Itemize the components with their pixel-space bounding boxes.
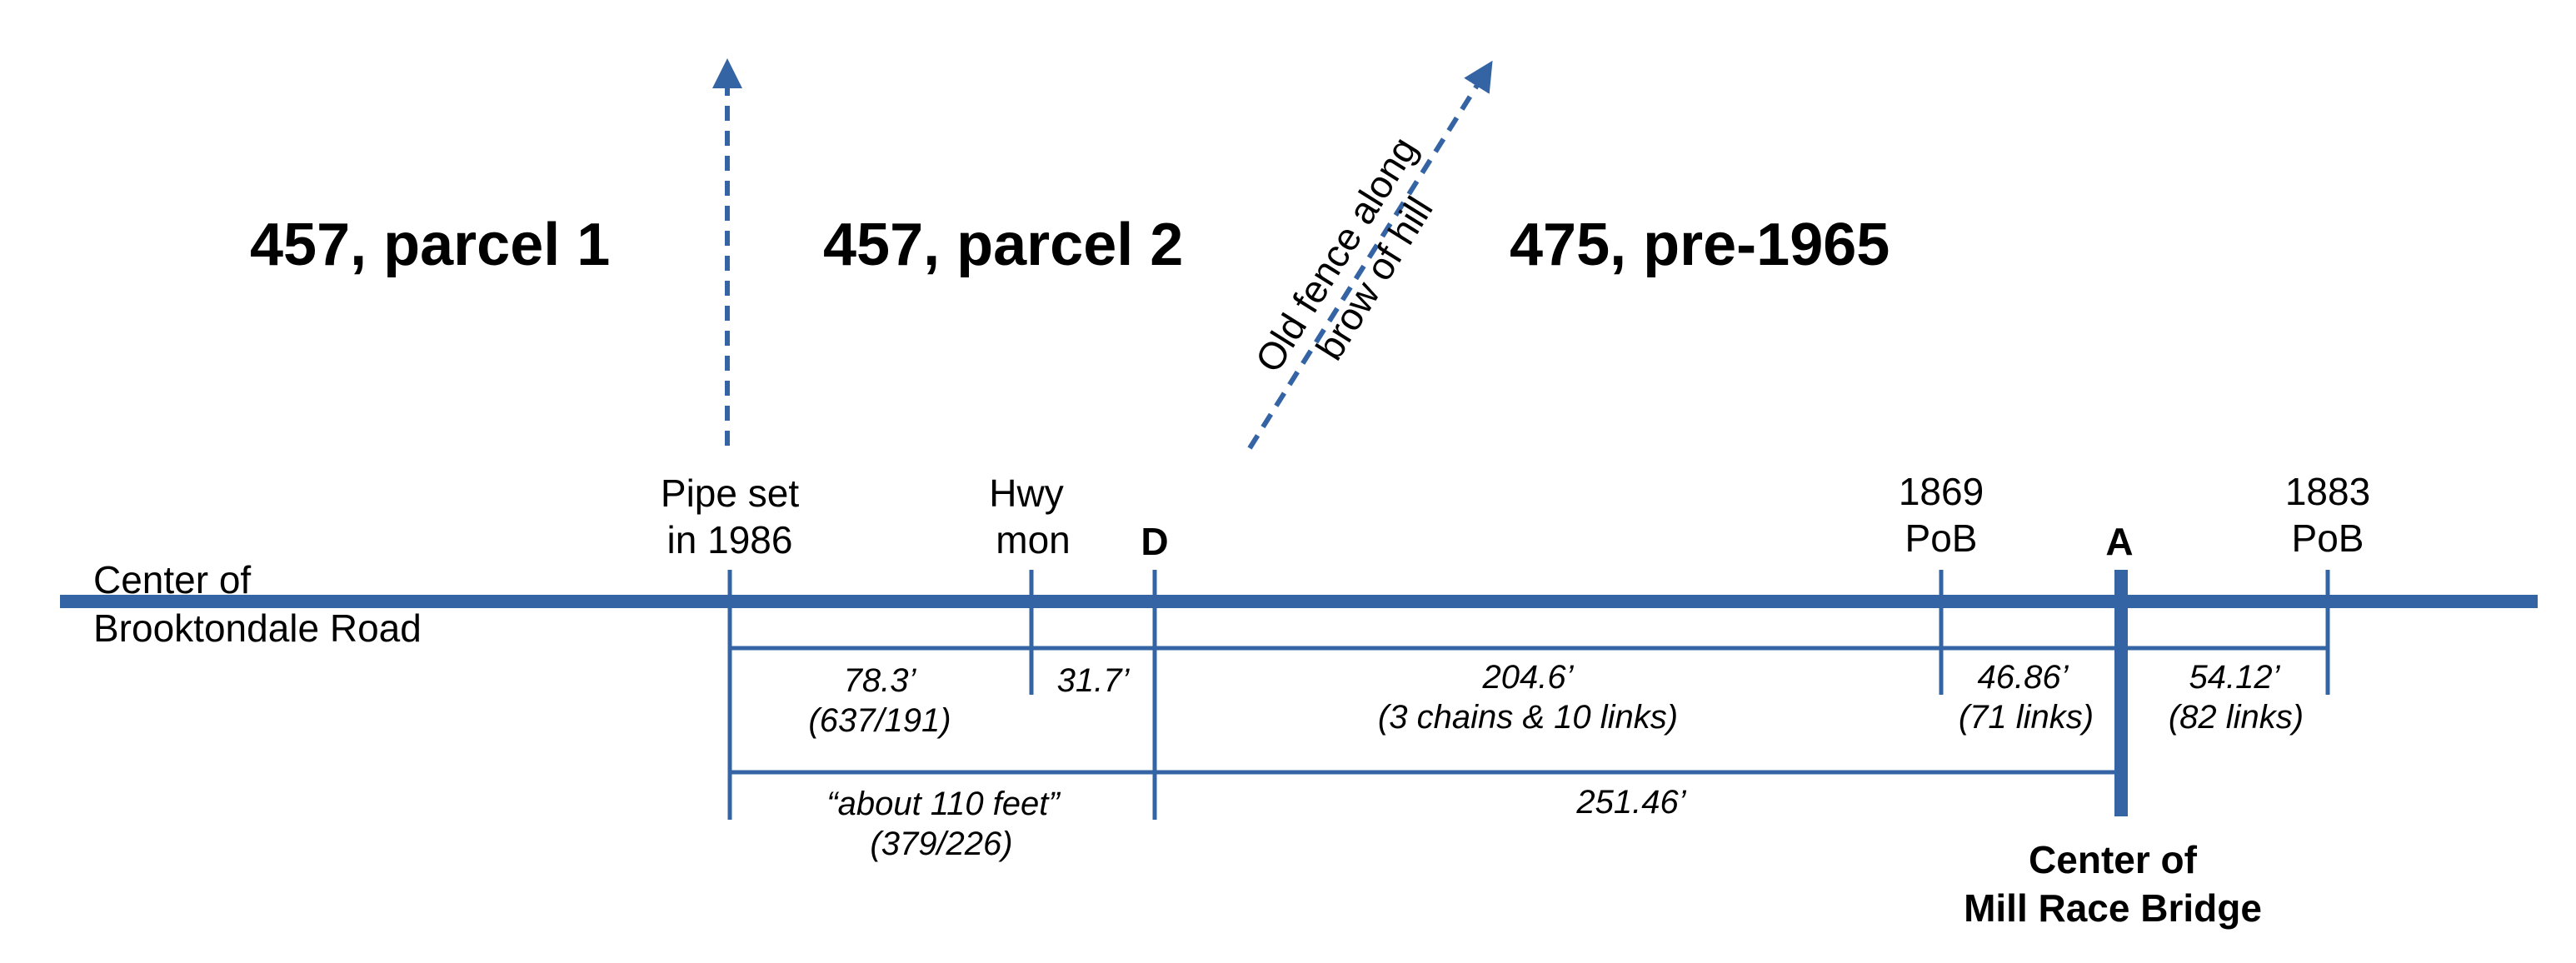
measure-m3-line2: (3 chains & 10 links) bbox=[1378, 699, 1678, 736]
marker-pob1883-line2: PoB bbox=[2292, 516, 2364, 560]
bridge-label-line2: Mill Race Bridge bbox=[1964, 886, 2262, 930]
parcel-label-2: 457, parcel 2 bbox=[823, 212, 1183, 278]
measure-m6-line1: “about 110 feet” bbox=[826, 786, 1061, 822]
measure-m4-line2: (71 links) bbox=[1959, 699, 2094, 736]
fence-label: Old fence along brow of hill bbox=[1246, 129, 1441, 380]
measure-m2-line1: 31.7’ bbox=[1057, 662, 1131, 699]
measure-m5-line2: (82 links) bbox=[2169, 699, 2304, 736]
measure-m1-line2: (637/191) bbox=[808, 702, 951, 739]
marker-pipe-line1: Pipe set bbox=[661, 472, 799, 515]
marker-hwy-line1: Hwy bbox=[989, 472, 1063, 515]
road-label-line2: Brooktondale Road bbox=[93, 606, 422, 650]
marker-d: D bbox=[1141, 520, 1168, 563]
road-label-line1: Center of bbox=[93, 558, 251, 601]
measure-m6-line2: (379/226) bbox=[870, 826, 1012, 862]
bridge-label-line1: Center of bbox=[2029, 838, 2198, 881]
parcel-label-1: 457, parcel 1 bbox=[250, 212, 610, 278]
measure-m4-line1: 46.86’ bbox=[1978, 659, 2069, 696]
marker-a: A bbox=[2105, 520, 2133, 563]
measure-m5-line1: 54.12’ bbox=[2189, 659, 2281, 696]
parcel-label-3: 475, pre-1965 bbox=[1510, 212, 1890, 278]
marker-pob1869-line2: PoB bbox=[1905, 516, 1978, 560]
marker-pipe-line2: in 1986 bbox=[667, 518, 793, 561]
marker-pob1869-line1: 1869 bbox=[1899, 470, 1984, 513]
marker-hwy-line2: mon bbox=[996, 518, 1070, 561]
measure-m7-line1: 251.46’ bbox=[1575, 784, 1686, 821]
measure-m1-line1: 78.3’ bbox=[844, 662, 917, 699]
marker-pob1883-line1: 1883 bbox=[2285, 470, 2370, 513]
measure-m3-line1: 204.6’ bbox=[1482, 659, 1575, 696]
